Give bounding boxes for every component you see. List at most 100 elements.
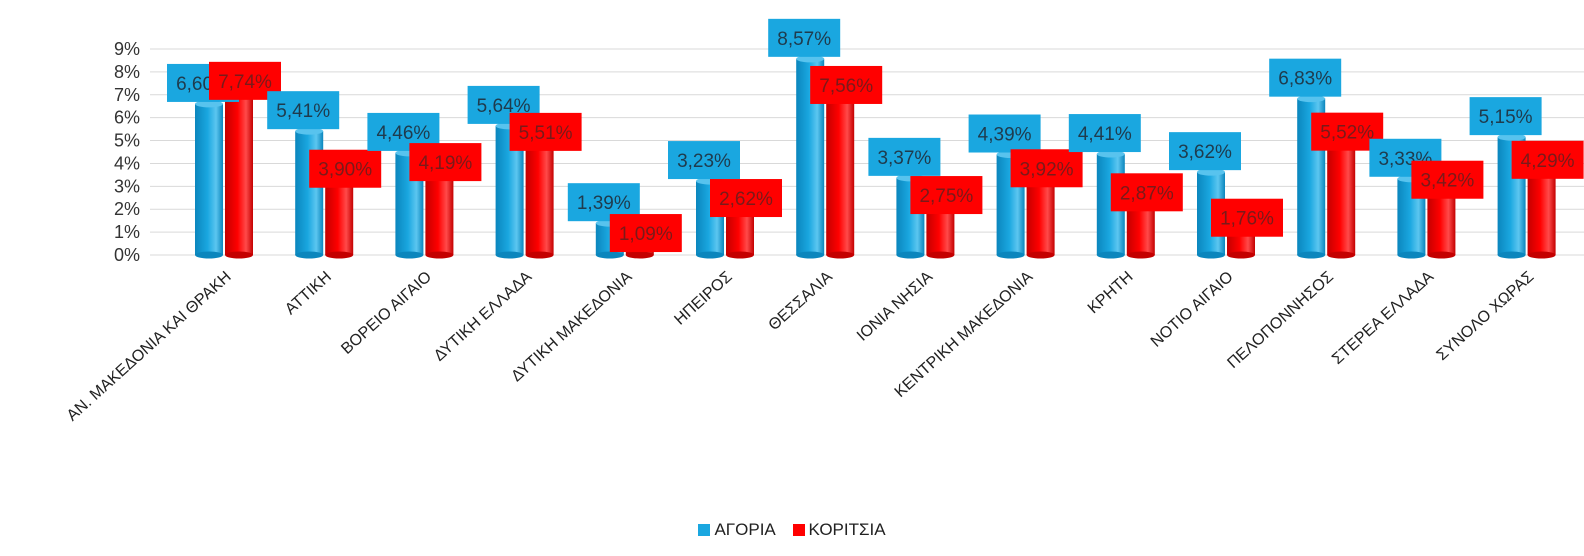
data-label-text-girls: 4,19% bbox=[418, 153, 472, 174]
data-label-text-girls: 3,92% bbox=[1020, 159, 1074, 180]
data-label-girls: 2,62% bbox=[710, 179, 782, 218]
data-label-girls: 3,90% bbox=[309, 149, 382, 188]
data-label-girls: 2,87% bbox=[1110, 173, 1183, 212]
data-labels: 6,60%7,74%5,41%3,90%4,46%4,19%5,64%5,51%… bbox=[167, 18, 1584, 253]
bar-base-boys bbox=[1297, 251, 1326, 259]
y-tick-label: 0% bbox=[114, 245, 140, 265]
data-label-text-girls: 5,51% bbox=[519, 123, 573, 144]
data-label-box-boys bbox=[267, 91, 340, 130]
bar-base-girls bbox=[1026, 251, 1055, 259]
data-label-box-girls bbox=[1010, 149, 1083, 188]
data-label-text-girls: 7,74% bbox=[218, 72, 272, 93]
bar-base-boys bbox=[395, 251, 424, 259]
data-label-box-boys bbox=[668, 141, 740, 180]
data-label-text-girls: 1,09% bbox=[619, 224, 673, 245]
bar-cap-boys bbox=[295, 127, 324, 135]
bar-boys bbox=[195, 103, 223, 255]
data-label-girls: 3,92% bbox=[1010, 149, 1083, 188]
x-axis-labels: ΑΝ. ΜΑΚΕΔΟΝΙΑ ΚΑΙ ΘΡΑΚΗ ΑΤΤΙΚΗ ΒΟΡΕΙΟ ΑΙΓΑ… bbox=[64, 268, 1538, 424]
data-label-box-girls bbox=[1411, 160, 1484, 199]
bar-base-girls bbox=[826, 251, 855, 259]
bar-base-girls bbox=[1427, 251, 1456, 259]
bar-base-girls bbox=[525, 251, 554, 259]
bar-cap-boys bbox=[796, 55, 825, 63]
x-tick-label: ΝΟΤΙΟ ΑΙΓΑΙΟ bbox=[1148, 268, 1237, 350]
data-label-box-girls bbox=[910, 176, 983, 215]
y-tick-label: 6% bbox=[114, 108, 140, 128]
data-label-box-boys bbox=[1469, 97, 1542, 136]
data-label-text-girls: 7,56% bbox=[819, 76, 873, 97]
bar-base-girls bbox=[1327, 251, 1356, 259]
y-tick-label: 3% bbox=[114, 176, 140, 196]
x-tick-label: ΑΤΤΙΚΗ bbox=[282, 268, 335, 318]
legend-item-girls: ΚΟΡΙΤΣΙΑ bbox=[792, 520, 886, 540]
legend: ΑΓΟΡΙΑ ΚΟΡΙΤΣΙΑ bbox=[0, 520, 1584, 541]
data-label-box-boys bbox=[868, 137, 941, 176]
data-label-box-boys bbox=[968, 114, 1041, 153]
x-tick-label: ΗΠΕΙΡΟΣ bbox=[671, 268, 735, 328]
x-tick-label: ΙΟΝΙΑ ΝΗΣΙΑ bbox=[854, 268, 936, 345]
data-label-girls: 3,42% bbox=[1411, 160, 1484, 199]
data-label-text-boys: 4,41% bbox=[1078, 124, 1132, 145]
bar-girls bbox=[826, 81, 855, 256]
y-tick-label: 4% bbox=[114, 153, 140, 173]
data-label-boys: 5,15% bbox=[1469, 97, 1542, 136]
data-label-box-boys bbox=[1068, 114, 1141, 153]
data-label-boys: 1,39% bbox=[567, 183, 640, 222]
data-label-text-boys: 3,23% bbox=[677, 151, 731, 172]
bar-base-girls bbox=[425, 251, 454, 259]
data-label-boys: 4,41% bbox=[1068, 114, 1141, 153]
bar-base-boys bbox=[295, 251, 324, 259]
data-label-box-boys bbox=[1169, 132, 1241, 171]
y-tick-label: 1% bbox=[114, 222, 140, 242]
data-label-box-girls bbox=[710, 179, 782, 218]
data-label-box-boys bbox=[1269, 58, 1342, 97]
data-label-boys: 3,23% bbox=[668, 141, 740, 180]
x-tick-label: ΣΥΝΟΛΟ ΧΩΡΑΣ bbox=[1434, 268, 1538, 364]
legend-swatch-boys bbox=[698, 524, 711, 536]
data-label-text-girls: 2,62% bbox=[719, 189, 773, 210]
data-label-box-boys bbox=[768, 18, 841, 57]
bar-base-boys bbox=[495, 251, 524, 259]
data-label-box-girls bbox=[609, 214, 682, 253]
data-label-box-girls bbox=[1110, 173, 1183, 212]
data-label-box-girls bbox=[810, 65, 883, 104]
data-label-girls: 1,76% bbox=[1211, 198, 1283, 237]
legend-swatch-girls bbox=[792, 524, 805, 536]
data-label-boys: 4,39% bbox=[968, 114, 1041, 153]
bar-base-boys bbox=[1497, 251, 1526, 259]
data-label-text-girls: 1,76% bbox=[1220, 209, 1274, 230]
bar-cap-boys bbox=[195, 100, 223, 108]
data-label-girls: 7,74% bbox=[209, 61, 281, 100]
data-label-boys: 8,57% bbox=[768, 18, 841, 57]
data-label-text-boys: 1,39% bbox=[577, 193, 631, 214]
data-label-text-boys: 5,64% bbox=[477, 96, 531, 117]
bar-base-boys bbox=[696, 251, 724, 259]
bar-base-girls bbox=[1126, 251, 1155, 259]
data-label-text-girls: 5,52% bbox=[1320, 123, 1374, 144]
data-label-boys: 4,46% bbox=[367, 112, 440, 151]
bar-base-girls bbox=[726, 251, 754, 259]
legend-label-girls: ΚΟΡΙΤΣΙΑ bbox=[808, 520, 886, 539]
bar-base-boys bbox=[195, 251, 223, 259]
bar-base-boys bbox=[796, 251, 825, 259]
bar-base-girls bbox=[1227, 251, 1255, 259]
data-label-girls: 2,75% bbox=[910, 176, 983, 215]
data-label-box-girls bbox=[1211, 198, 1283, 237]
y-tick-label: 7% bbox=[114, 85, 140, 105]
data-label-text-boys: 8,57% bbox=[777, 29, 831, 50]
x-tick-label: ΑΝ. ΜΑΚΕΔΟΝΙΑ ΚΑΙ ΘΡΑΚΗ bbox=[64, 268, 235, 424]
legend-item-boys: ΑΓΟΡΙΑ bbox=[698, 520, 776, 540]
data-label-text-girls: 3,90% bbox=[318, 160, 372, 181]
bar-base-girls bbox=[1527, 251, 1556, 259]
bar-base-girls bbox=[926, 251, 955, 259]
data-label-text-girls: 4,29% bbox=[1521, 151, 1575, 172]
data-label-text-boys: 4,46% bbox=[376, 123, 430, 144]
bar-base-boys bbox=[1197, 251, 1225, 259]
data-label-boys: 3,62% bbox=[1169, 132, 1241, 171]
bar-base-boys bbox=[1397, 251, 1426, 259]
data-label-boys: 3,37% bbox=[868, 137, 941, 176]
x-tick-label: ΚΡΗΤΗ bbox=[1085, 268, 1137, 317]
bar-base-boys bbox=[595, 251, 624, 259]
bar-base-girls bbox=[625, 251, 654, 259]
